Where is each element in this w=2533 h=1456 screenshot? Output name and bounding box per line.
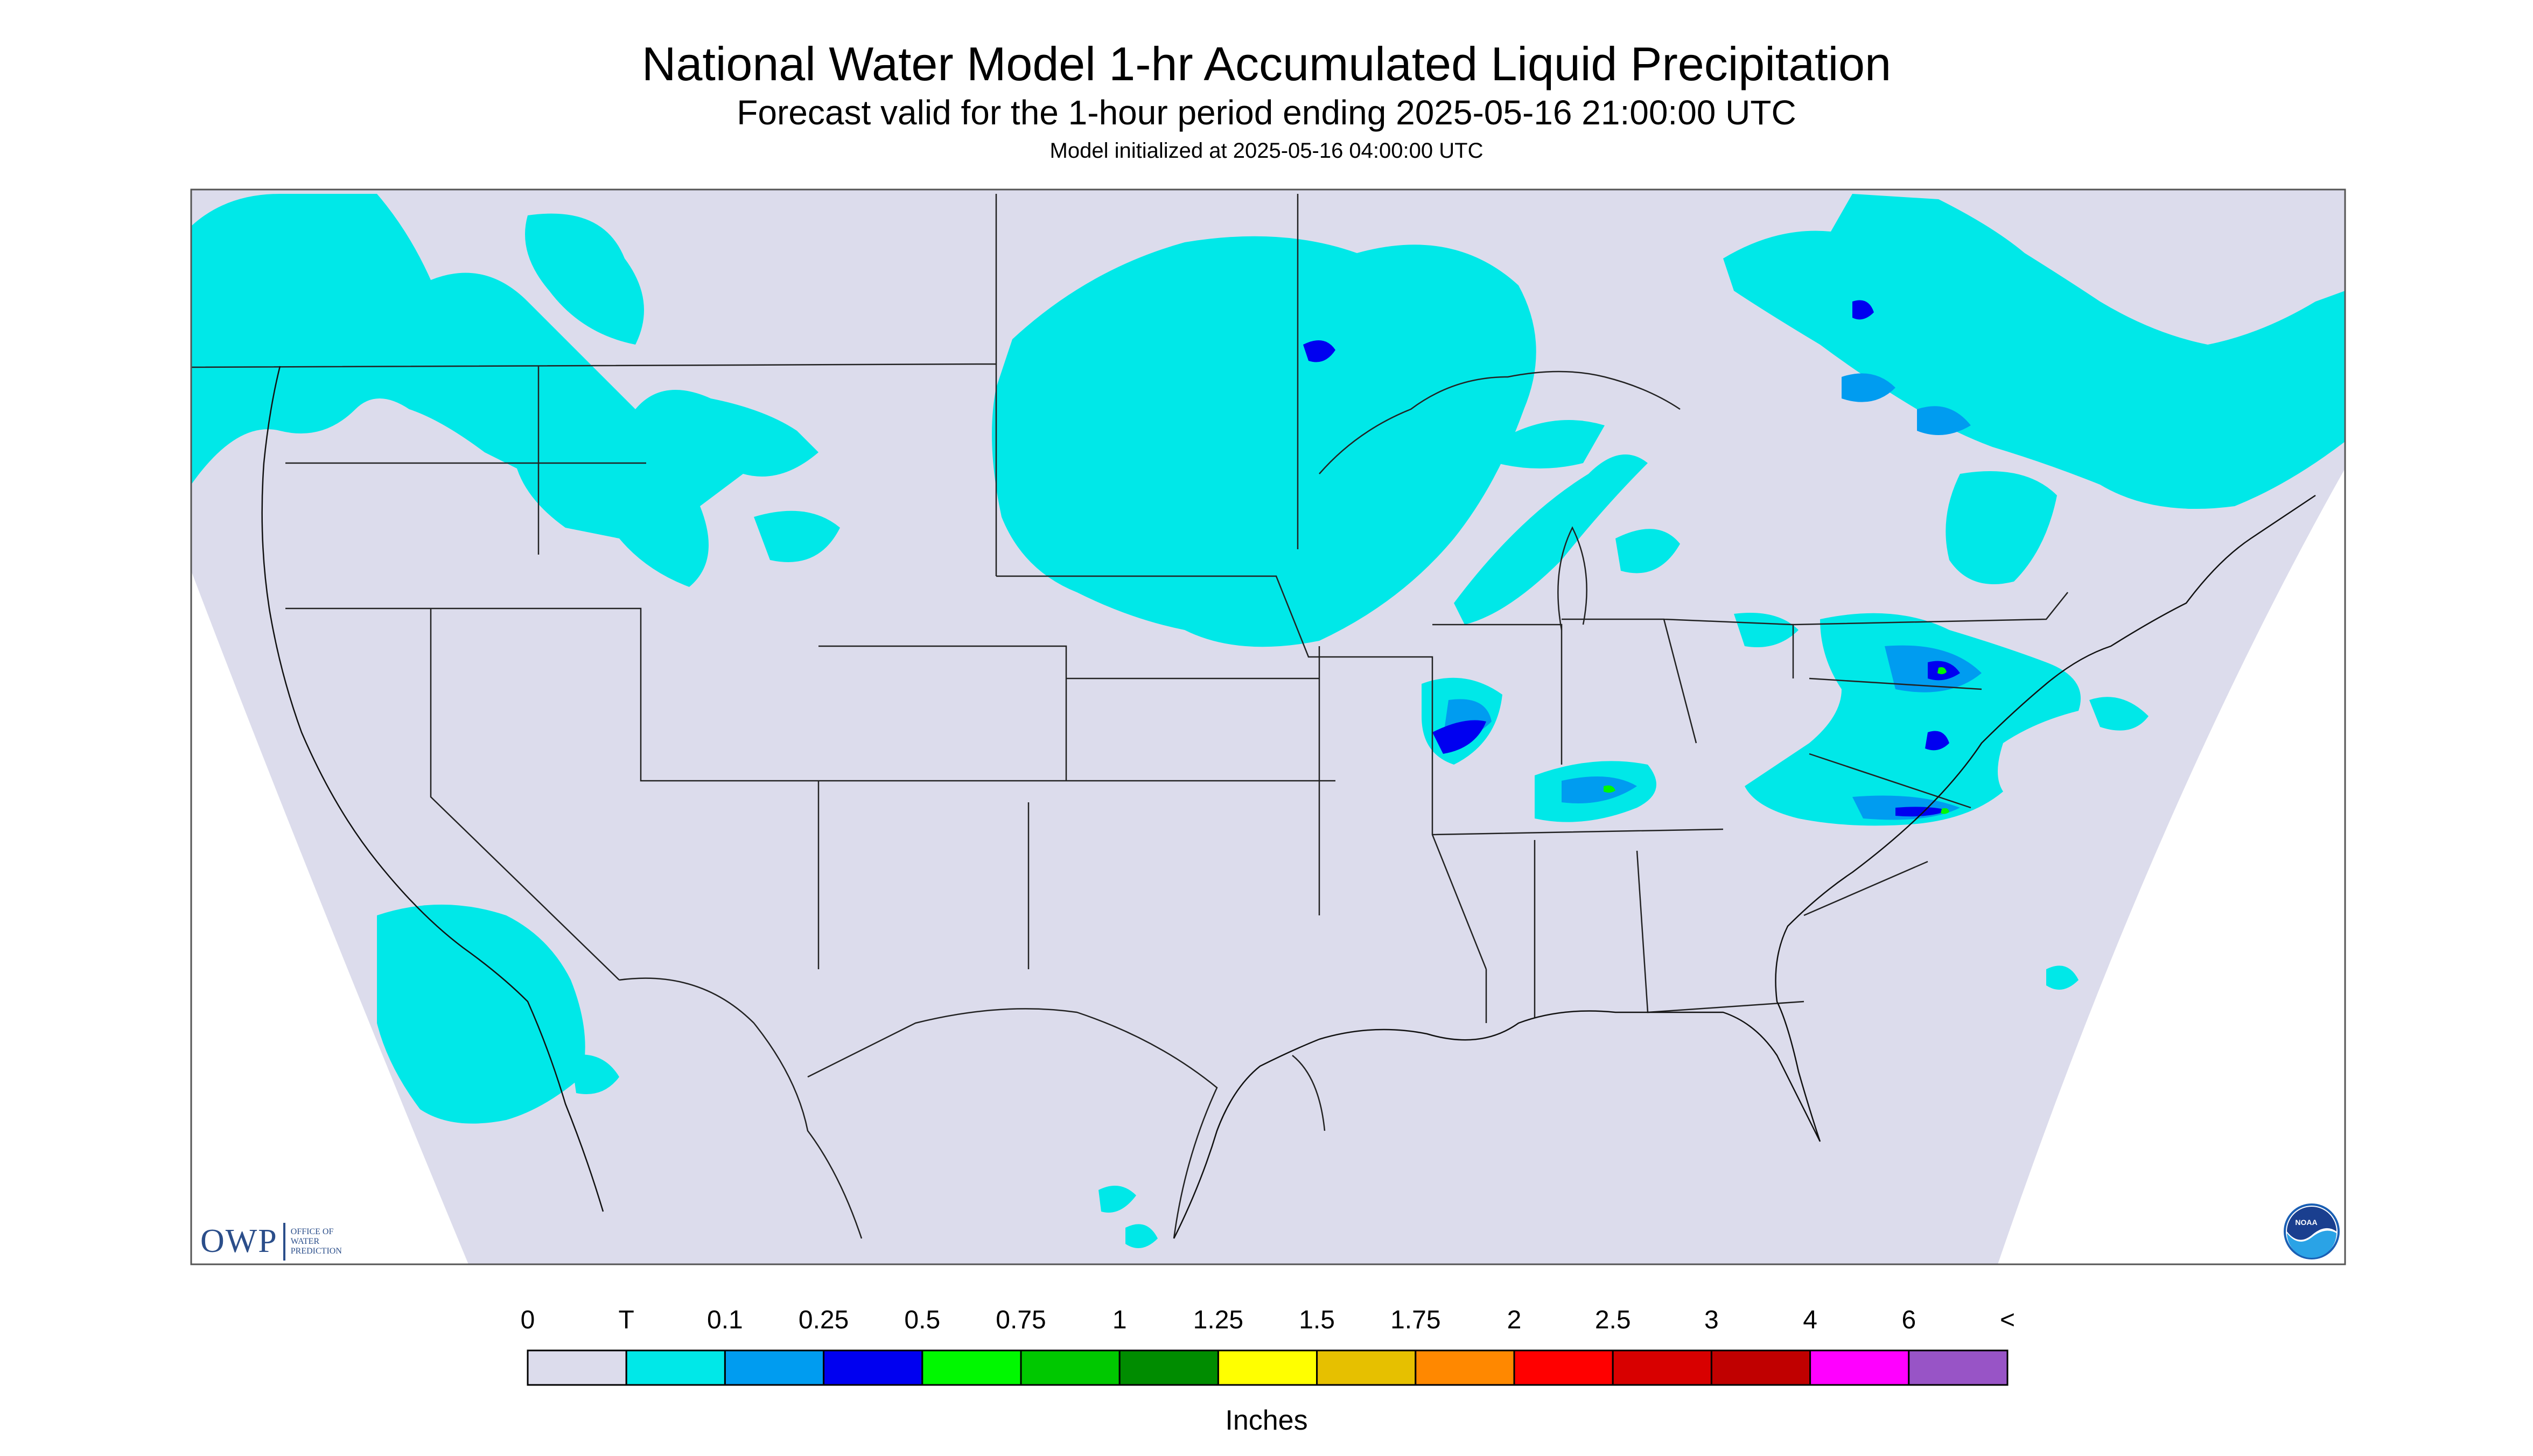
legend-swatch-11 [1612, 1349, 1712, 1386]
owp-logo-text: OWP [200, 1223, 278, 1259]
legend-label-6: 1 [1112, 1306, 1127, 1334]
owp-logo-line-1: OFFICE OF [290, 1227, 334, 1236]
legend-label-9: 1.75 [1390, 1306, 1441, 1334]
legend-swatch-4 [921, 1349, 1022, 1386]
legend-swatch-1 [625, 1349, 726, 1386]
owp-logo-subtext: OFFICE OF WATER PREDICTION [291, 1227, 342, 1256]
model-init-line: Model initialized at 2025-05-16 04:00:00… [1049, 139, 1484, 163]
legend-label-8: 1.5 [1299, 1306, 1335, 1334]
legend-swatch-12 [1710, 1349, 1811, 1386]
legend-unit: Inches [1225, 1405, 1308, 1436]
legend-swatch-14 [1908, 1349, 2009, 1386]
legend-label-11: 2.5 [1594, 1306, 1631, 1334]
legend-label-5: 0.75 [996, 1306, 1046, 1334]
precip-0.25-areas [1303, 300, 1960, 817]
legend-label-15: < [1999, 1306, 2016, 1334]
legend-label-14: 6 [1901, 1306, 1916, 1334]
legend-label-13: 4 [1803, 1306, 1817, 1334]
legend-label-1: T [618, 1306, 634, 1334]
trace-precip-areas [191, 194, 2345, 1248]
coastlines [261, 366, 2316, 1239]
legend-swatch-13 [1809, 1349, 1910, 1386]
legend-label-12: 3 [1704, 1306, 1719, 1334]
legend-label-4: 0.5 [904, 1306, 941, 1334]
legend-swatch-9 [1415, 1349, 1515, 1386]
precip-0.5-areas [1604, 667, 1949, 814]
legend-swatch-7 [1217, 1349, 1318, 1386]
owp-logo: OWP OFFICE OF WATER PREDICTION [200, 1222, 342, 1261]
legend-swatch-10 [1513, 1349, 1614, 1386]
legend-swatch-2 [724, 1349, 825, 1386]
legend-label-0: 0 [520, 1306, 535, 1334]
legend-swatch-8 [1316, 1349, 1417, 1386]
map-subtitle: Forecast valid for the 1-hour period end… [737, 93, 1796, 132]
map-title: National Water Model 1-hr Accumulated Li… [641, 37, 1892, 90]
map-frame [190, 188, 2346, 1265]
legend-swatch-0 [527, 1349, 627, 1386]
legend-label-7: 1.25 [1193, 1306, 1244, 1334]
legend-swatch-5 [1020, 1349, 1121, 1386]
noaa-logo-text: NOAA [2295, 1218, 2318, 1227]
owp-logo-line-3: PREDICTION [290, 1246, 342, 1256]
legend-label-2: 0.1 [707, 1306, 743, 1334]
state-boundaries [191, 194, 2068, 1239]
noaa-logo [2284, 1203, 2340, 1259]
owp-logo-divider [283, 1222, 285, 1261]
legend-swatch-6 [1118, 1349, 1219, 1386]
legend-swatch-3 [823, 1349, 923, 1386]
legend-label-10: 2 [1507, 1306, 1522, 1334]
owp-logo-line-2: WATER [290, 1236, 320, 1246]
legend-label-3: 0.25 [798, 1306, 849, 1334]
